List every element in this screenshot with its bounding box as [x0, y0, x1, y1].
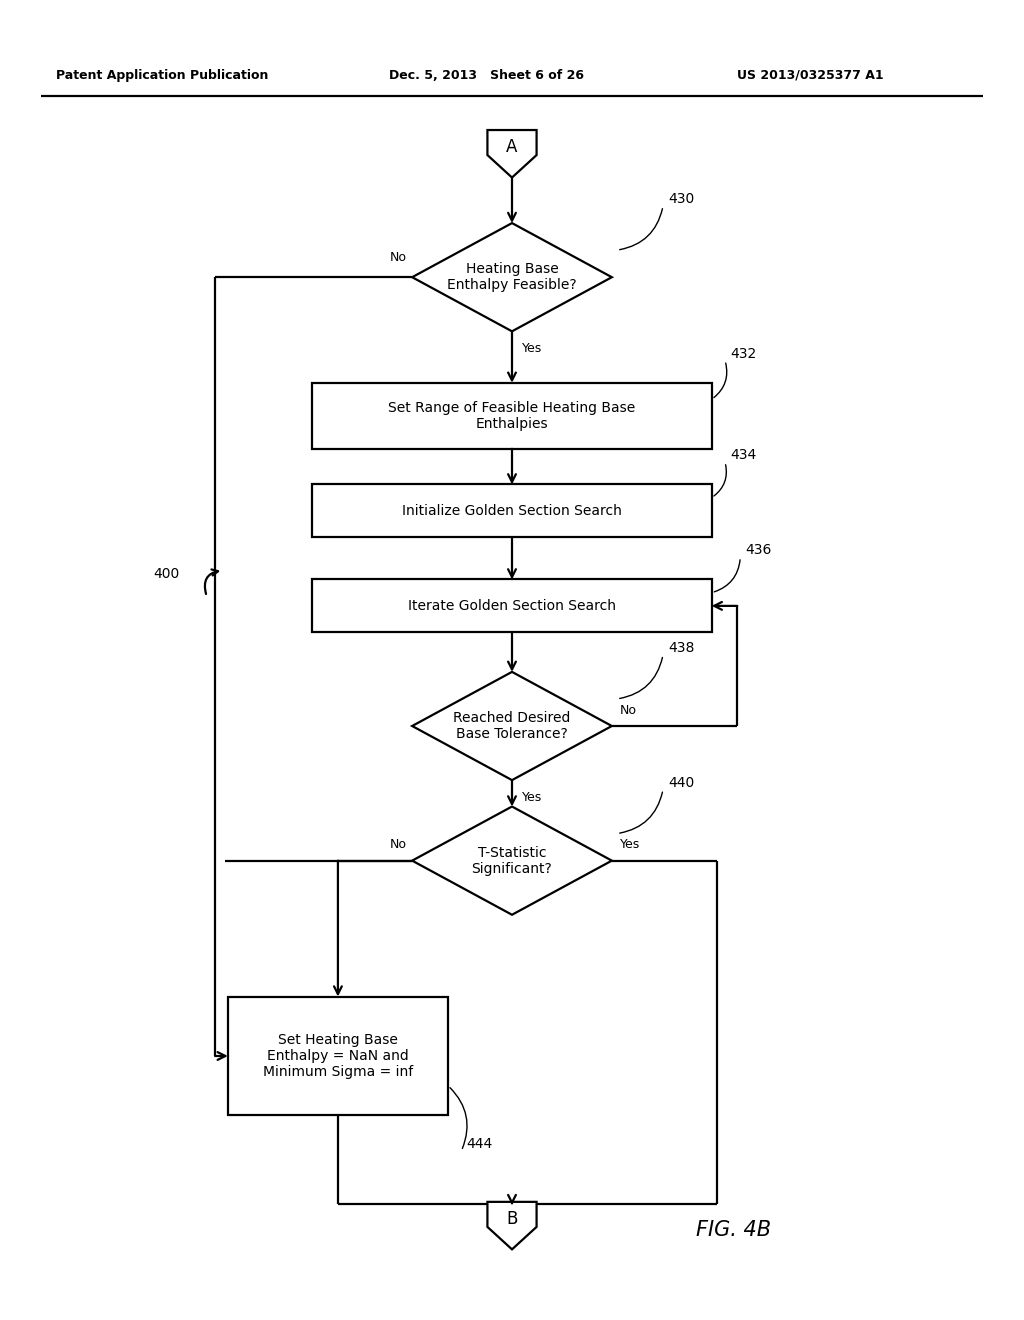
Text: Reached Desired
Base Tolerance?: Reached Desired Base Tolerance?	[454, 711, 570, 741]
Text: Set Range of Feasible Heating Base
Enthalpies: Set Range of Feasible Heating Base Entha…	[388, 401, 636, 430]
Bar	[312, 579, 712, 632]
Text: US 2013/0325377 A1: US 2013/0325377 A1	[737, 69, 884, 82]
Text: No: No	[390, 838, 407, 851]
Text: Yes: Yes	[522, 791, 543, 804]
Bar	[228, 997, 449, 1115]
Text: 440: 440	[669, 776, 694, 789]
Text: Yes: Yes	[621, 838, 640, 851]
Text: FIG. 4B: FIG. 4B	[696, 1220, 771, 1241]
Text: T-Statistic
Significant?: T-Statistic Significant?	[472, 846, 552, 875]
Text: 432: 432	[730, 347, 757, 360]
Text: No: No	[390, 251, 407, 264]
Text: 436: 436	[745, 544, 772, 557]
Text: Iterate Golden Section Search: Iterate Golden Section Search	[408, 599, 616, 612]
Bar	[312, 383, 712, 449]
Text: Heating Base
Enthalpy Feasible?: Heating Base Enthalpy Feasible?	[447, 263, 577, 292]
Bar	[312, 484, 712, 537]
Text: 400: 400	[153, 568, 179, 581]
Text: B: B	[506, 1210, 518, 1229]
Text: Initialize Golden Section Search: Initialize Golden Section Search	[402, 504, 622, 517]
Text: 438: 438	[669, 642, 694, 655]
Text: 444: 444	[467, 1138, 493, 1151]
Text: No: No	[621, 704, 637, 717]
Text: Dec. 5, 2013   Sheet 6 of 26: Dec. 5, 2013 Sheet 6 of 26	[389, 69, 584, 82]
Text: A: A	[506, 139, 518, 157]
Text: Yes: Yes	[522, 342, 543, 355]
Text: Set Heating Base
Enthalpy = NaN and
Minimum Sigma = inf: Set Heating Base Enthalpy = NaN and Mini…	[263, 1032, 413, 1080]
Text: 434: 434	[730, 449, 757, 462]
Text: Patent Application Publication: Patent Application Publication	[56, 69, 268, 82]
Text: 430: 430	[669, 193, 694, 206]
